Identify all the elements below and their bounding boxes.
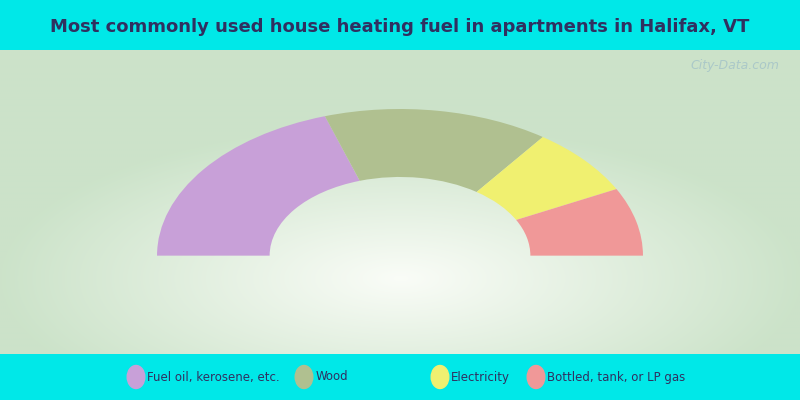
Wedge shape: [477, 137, 617, 220]
Ellipse shape: [527, 366, 545, 388]
Ellipse shape: [127, 366, 145, 388]
Text: City-Data.com: City-Data.com: [690, 59, 779, 72]
Ellipse shape: [431, 366, 449, 388]
Text: Electricity: Electricity: [451, 370, 510, 384]
Text: Most commonly used house heating fuel in apartments in Halifax, VT: Most commonly used house heating fuel in…: [50, 18, 750, 36]
Ellipse shape: [295, 366, 313, 388]
Text: Bottled, tank, or LP gas: Bottled, tank, or LP gas: [547, 370, 686, 384]
Text: Wood: Wood: [315, 370, 348, 384]
Wedge shape: [325, 109, 543, 192]
Text: Fuel oil, kerosene, etc.: Fuel oil, kerosene, etc.: [147, 370, 280, 384]
Wedge shape: [157, 116, 360, 256]
Wedge shape: [516, 189, 643, 256]
